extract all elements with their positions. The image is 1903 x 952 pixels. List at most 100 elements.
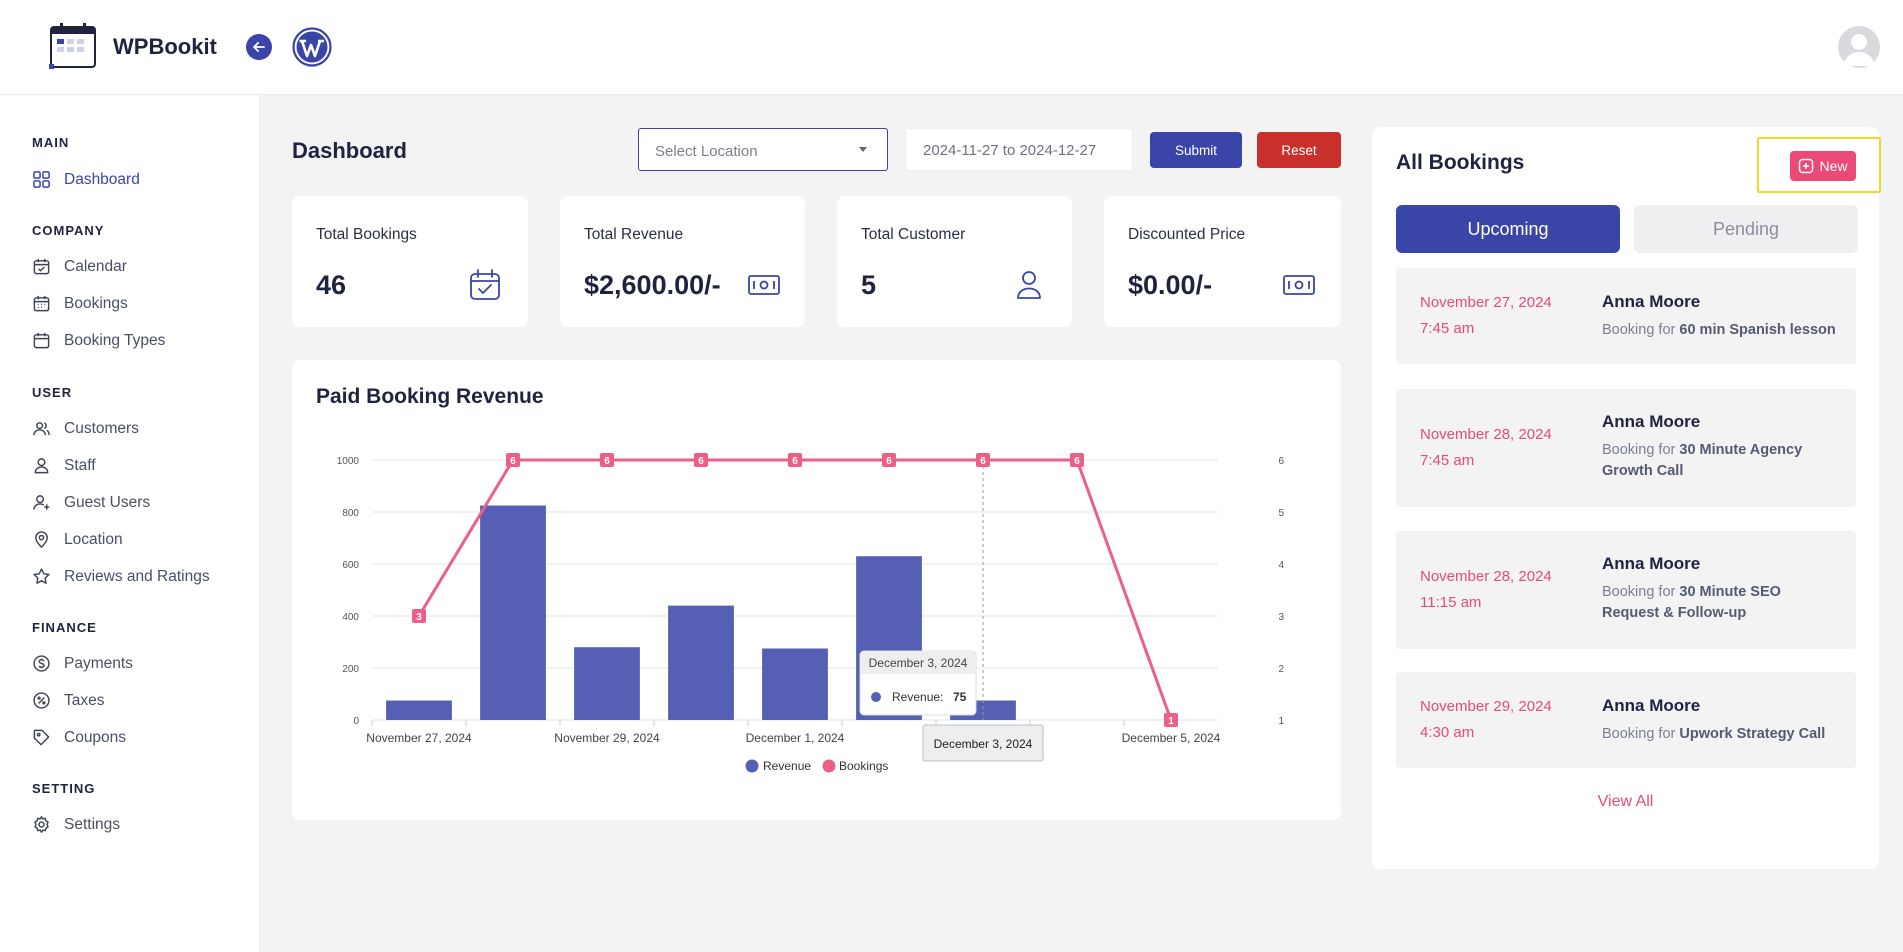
revenue-bar [480,505,546,720]
revenue-bar [668,605,734,720]
top-bar: WPBookit [0,0,1903,95]
booking-item[interactable]: November 28, 2024 7:45 am Anna Moore Boo… [1396,389,1856,507]
sidebar-item-booking-types[interactable]: Booking Types [32,331,165,350]
star-icon [33,568,50,584]
x-tick-label: December 1, 2024 [746,731,845,745]
booking-service: 30 Minute SEO Request & Follow-up [1602,584,1781,621]
bookings-point [882,453,896,467]
sidebar-item-label: Coupons [64,728,127,746]
date-range-input[interactable]: 2024-11-27 to 2024-12-27 [905,128,1133,171]
stat-title: Discounted Price [1128,226,1246,243]
sidebar-item-calendar[interactable]: Calendar [32,257,127,276]
collapse-sidebar-button[interactable] [246,34,272,60]
bookings-point [788,453,802,467]
sidebar-item-label: Dashboard [64,170,140,188]
submit-button[interactable]: Submit [1150,132,1242,168]
location-select-placeholder: Select Location [655,143,758,160]
stat-value: $0.00/- [1128,270,1213,300]
sidebar-item-bookings[interactable]: Bookings [32,294,128,313]
new-button-label: New [1819,158,1848,174]
chevron-down-icon [859,147,867,152]
legend-label-bookings: Bookings [839,759,888,773]
sidebar-item-staff[interactable]: Staff [32,456,96,475]
new-button-highlight [1757,137,1881,193]
booking-item[interactable]: November 28, 2024 11:15 am Anna Moore Bo… [1396,531,1856,649]
chart-card: Paid Booking Revenue 0 200 400 600 800 1000 1 2… [292,360,1341,820]
brand-name: WPBookit [113,34,217,59]
reset-button[interactable]: Reset [1257,132,1341,168]
sidebar-item-label: Bookings [64,294,128,312]
booking-customer-name: Anna Moore [1602,696,1701,715]
bookings-point [412,609,426,623]
revenue-bar [762,648,828,720]
booking-customer-name: Anna Moore [1602,412,1701,431]
calendar-icon [33,332,50,349]
sidebar-item-label: Payments [64,654,133,672]
booking-prefix: Booking for [1602,584,1680,600]
booking-description: Booking for Upwork Strategy Call [1602,724,1842,745]
x-tick-label: December 5, 2024 [1122,731,1221,745]
user-avatar[interactable] [1838,26,1880,68]
sidebar-item-guest-users[interactable]: Guest Users [32,493,150,512]
booking-item[interactable]: November 29, 2024 4:30 am Anna Moore Boo… [1396,672,1856,768]
sidebar-item-dashboard[interactable]: Dashboard [32,170,140,189]
chart-tooltip-value: 75 [953,690,967,704]
bookings-point-label: 6 [1074,456,1080,467]
wordpress-icon[interactable] [292,27,332,67]
calendar-check-icon [33,258,50,275]
user-icon [1017,271,1041,299]
cash-icon [748,275,780,295]
sidebar-item-label: Staff [64,456,96,474]
stat-card-total-revenue: Total Revenue $2,600.00/- [560,196,805,327]
sidebar-item-label: Settings [64,815,121,833]
booking-item[interactable]: November 27, 2024 7:45 am Anna Moore Boo… [1396,268,1856,364]
y-tick-label-right: 5 [1278,508,1284,519]
booking-prefix: Booking for [1602,726,1680,742]
location-select[interactable]: Select Location [638,128,888,171]
new-booking-button[interactable]: New [1790,151,1856,181]
booking-time: 7:45 am [1420,452,1475,469]
calendar-grid-icon [33,295,50,312]
sidebar-item-coupons[interactable]: Coupons [32,728,126,747]
user-plus-icon [33,495,50,510]
y-tick-label-left: 0 [353,716,359,727]
booking-time: 4:30 am [1420,724,1475,741]
booking-time: 11:15 am [1420,594,1482,611]
booking-service: 30 Minute Agency Growth Call [1602,442,1803,479]
sidebar-item-taxes[interactable]: Taxes [32,691,105,710]
bookings-point-label: 3 [416,612,422,623]
plus-square-icon [1799,158,1814,174]
booking-date: November 27, 2024 [1420,294,1552,311]
sidebar-item-payments[interactable]: Payments [32,654,133,673]
stat-card-total-bookings: Total Bookings 46 [292,196,528,327]
sidebar-item-label: Reviews and Ratings [64,567,210,585]
sidebar-item-customers[interactable]: Customers [32,419,139,438]
sidebar-item-location[interactable]: Location [32,530,123,549]
all-bookings-title: All Bookings [1396,151,1525,174]
sidebar-item-label: Guest Users [64,493,151,511]
sidebar: MAIN Dashboard COMPANY Calendar Bookings… [0,95,260,952]
booking-prefix: Booking for [1602,442,1680,458]
stat-card-discounted-price: Discounted Price $0.00/- [1104,196,1341,327]
tab-pending[interactable]: Pending [1634,205,1858,253]
booking-description: Booking for 30 Minute Agency Growth Call [1602,440,1842,482]
chart-tooltip-dot [871,692,881,702]
chart-tooltip-title: December 3, 2024 [869,656,968,670]
y-tick-label-right: 2 [1278,664,1284,675]
chart-tooltip-header [861,652,975,674]
sidebar-section-finance: FINANCE [32,620,97,635]
sidebar-item-label: Calendar [64,257,127,275]
paid-booking-revenue-chart[interactable]: 0 200 400 600 800 1000 1 2 3 4 5 6 November 27, 2024… [292,360,1341,820]
tab-upcoming[interactable]: Upcoming [1396,205,1620,253]
users-icon [33,422,50,436]
view-all-link[interactable]: View All [1597,793,1654,810]
bookings-point [506,453,520,467]
sidebar-section-user: USER [32,385,73,400]
sidebar-item-settings[interactable]: Settings [32,815,120,834]
y-tick-label-left: 200 [342,664,359,675]
sidebar-item-reviews-and-ratings[interactable]: Reviews and Ratings [32,567,210,586]
bookings-point [1164,713,1178,727]
gear-icon [34,815,49,834]
booking-date: November 28, 2024 [1420,426,1552,443]
legend-marker-revenue [745,759,759,773]
